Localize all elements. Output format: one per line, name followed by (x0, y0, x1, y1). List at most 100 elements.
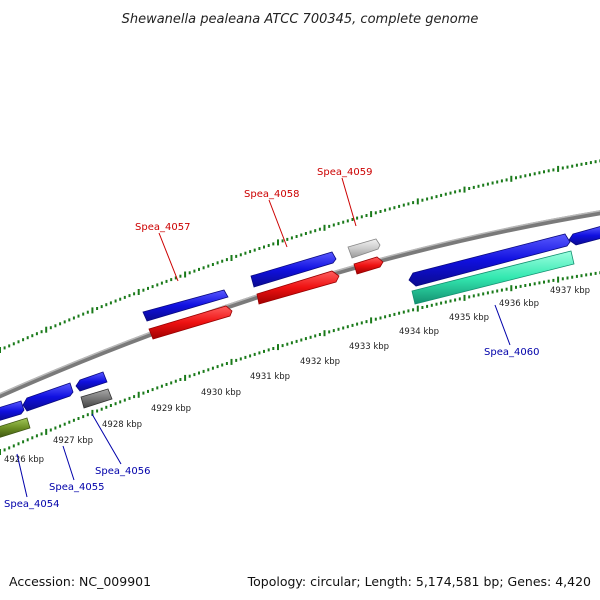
scale-tick (188, 271, 191, 275)
scale-tick (304, 337, 307, 341)
scale-tick (482, 183, 485, 187)
scale-tick (198, 267, 200, 271)
gene-spea-4058-blue[interactable] (250, 251, 337, 288)
scale-tick (281, 239, 284, 243)
gene-spea-4055-blue[interactable] (22, 382, 74, 412)
gene-label-spea-4058[interactable]: Spea_4058 (244, 189, 299, 200)
gene-spea-4059-gray[interactable] (347, 238, 381, 259)
scale-tick (26, 438, 29, 442)
gene-label-spea-4060[interactable]: Spea_4060 (484, 347, 539, 358)
gene-spea-4056-blue[interactable] (75, 371, 108, 392)
scale-tick (128, 294, 131, 298)
gene-next-blue[interactable] (568, 226, 600, 246)
scale-tick (253, 352, 256, 356)
lower-tick-track (0, 271, 600, 455)
scale-tick (360, 215, 363, 219)
scale-tick (22, 440, 25, 444)
scale-tick (295, 339, 298, 343)
scale-tick (225, 258, 228, 262)
kbp-label: 4926 kbp (4, 455, 44, 465)
scale-tick (267, 244, 270, 247)
scale-tick (221, 363, 224, 367)
gene-label-spea-4055[interactable]: Spea_4055 (49, 482, 104, 493)
gene-spea-4058-red[interactable] (256, 270, 340, 305)
gene-spea-4054-olive[interactable] (0, 417, 31, 438)
scale-tick (272, 347, 275, 350)
scale-tick (589, 272, 592, 276)
scale-tick (249, 354, 252, 358)
scale-tick (31, 334, 34, 338)
kbp-label: 4936 kbp (499, 299, 539, 309)
scale-tick (393, 206, 396, 210)
gene-spea-4057-blue[interactable] (142, 289, 229, 322)
scale-tick (290, 236, 293, 240)
scale-tick (304, 232, 307, 235)
scale-tick (12, 342, 15, 346)
kbp-label: 4932 kbp (300, 357, 340, 367)
gene-spea-4059-red[interactable] (353, 256, 384, 275)
scale-tick (440, 301, 443, 305)
scale-tick (281, 344, 284, 348)
scale-tick (72, 418, 75, 422)
scale-tick (557, 276, 560, 283)
gene-label-spea-4056[interactable]: Spea_4056 (95, 466, 150, 477)
gene-spea-4054-blue[interactable] (0, 400, 25, 421)
gene-label-spea-4057[interactable]: Spea_4057 (135, 222, 190, 233)
scale-tick (68, 318, 71, 322)
scale-tick (8, 344, 11, 348)
scale-tick (160, 384, 163, 388)
scale-tick (543, 170, 545, 174)
scale-tick (211, 263, 214, 266)
scale-tick (26, 336, 29, 340)
scale-tick (314, 229, 317, 233)
scale-tick (398, 311, 401, 315)
scale-tick (328, 330, 331, 334)
scale-tick (263, 245, 265, 249)
scale-tick (426, 197, 429, 201)
scale-tick (123, 398, 126, 402)
scale-tick (552, 168, 555, 172)
scale-tick (142, 391, 145, 395)
scale-tick (156, 386, 159, 390)
scale-tick (557, 165, 560, 172)
scale-tick (435, 302, 438, 306)
scale-tick (277, 239, 279, 246)
scale-tick (63, 320, 66, 324)
scale-tick (82, 415, 85, 419)
scale-tick (17, 340, 20, 344)
scale-tick (45, 326, 48, 333)
scale-tick (496, 180, 499, 184)
scale-tick (580, 162, 583, 166)
gene-spea-4060-teal[interactable] (411, 250, 575, 305)
scale-tick (202, 369, 205, 373)
gene-spea-4057-red[interactable] (148, 305, 233, 340)
kbp-label: 4937 kbp (550, 286, 590, 296)
scale-tick (49, 326, 52, 330)
gene-spea-4056-gray[interactable] (80, 388, 113, 409)
scale-tick (444, 192, 447, 196)
scale-tick (100, 407, 103, 411)
gene-label-spea-4054[interactable]: Spea_4054 (4, 499, 59, 510)
gene-spea-4060-blue[interactable] (408, 233, 571, 287)
scale-tick (468, 295, 471, 299)
scale-tick (147, 286, 149, 290)
scale-tick (515, 285, 517, 289)
scale-tick (96, 409, 99, 413)
scale-tick (174, 276, 177, 280)
scale-tick (59, 322, 62, 326)
scale-tick (128, 396, 131, 400)
scale-tick (142, 288, 145, 292)
scale-tick (45, 428, 48, 435)
scale-tick (356, 322, 359, 326)
scale-tick (230, 255, 233, 261)
scale-tick (519, 284, 522, 288)
scale-tick (585, 162, 588, 165)
scale-tick (323, 224, 326, 231)
scale-tick (547, 169, 550, 173)
gene-label-spea-4059[interactable]: Spea_4059 (317, 167, 372, 178)
scale-tick (561, 166, 564, 170)
scale-tick (165, 383, 168, 386)
scale-tick (8, 446, 11, 450)
scale-tick (440, 193, 443, 197)
